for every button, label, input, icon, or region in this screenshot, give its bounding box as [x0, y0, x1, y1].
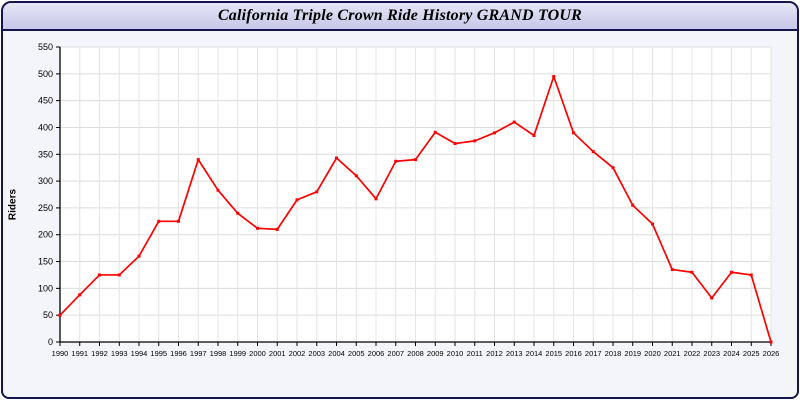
svg-text:2023: 2023: [703, 349, 720, 358]
svg-text:2015: 2015: [545, 349, 562, 358]
svg-text:2014: 2014: [526, 349, 543, 358]
svg-text:1997: 1997: [190, 349, 207, 358]
y-axis-title: Riders: [7, 188, 19, 221]
svg-text:150: 150: [38, 257, 53, 267]
svg-text:2000: 2000: [249, 349, 266, 358]
svg-text:2021: 2021: [664, 349, 681, 358]
svg-text:2024: 2024: [723, 349, 740, 358]
chart-title: California Triple Crown Ride History GRA…: [217, 7, 583, 24]
svg-text:2008: 2008: [407, 349, 424, 358]
svg-text:2006: 2006: [368, 349, 385, 358]
svg-text:250: 250: [38, 203, 53, 213]
svg-text:2025: 2025: [743, 349, 760, 358]
svg-text:200: 200: [38, 230, 53, 240]
svg-text:1993: 1993: [111, 349, 128, 358]
svg-text:400: 400: [38, 122, 53, 132]
svg-text:2019: 2019: [624, 349, 641, 358]
svg-text:1996: 1996: [170, 349, 187, 358]
svg-text:2017: 2017: [585, 349, 602, 358]
svg-text:2022: 2022: [684, 349, 701, 358]
svg-text:0: 0: [48, 337, 53, 347]
chart-area: Riders 0 50 100 150 200 250 300 350 400 450 500 550…: [3, 31, 797, 397]
svg-text:2020: 2020: [644, 349, 661, 358]
svg-text:2012: 2012: [486, 349, 503, 358]
svg-text:550: 550: [38, 42, 53, 52]
svg-text:1991: 1991: [71, 349, 88, 358]
svg-text:1990: 1990: [52, 349, 69, 358]
svg-text:100: 100: [38, 283, 53, 293]
svg-text:2004: 2004: [328, 349, 345, 358]
svg-text:2010: 2010: [447, 349, 464, 358]
svg-text:2011: 2011: [467, 349, 483, 358]
svg-text:2005: 2005: [348, 349, 365, 358]
svg-text:2009: 2009: [427, 349, 444, 358]
svg-text:1994: 1994: [131, 349, 148, 358]
title-bar: California Triple Crown Ride History GRA…: [3, 3, 797, 31]
svg-text:1998: 1998: [210, 349, 227, 358]
svg-text:2007: 2007: [387, 349, 404, 358]
svg-text:1999: 1999: [229, 349, 246, 358]
svg-text:2002: 2002: [289, 349, 306, 358]
svg-text:2013: 2013: [506, 349, 523, 358]
svg-text:350: 350: [38, 149, 53, 159]
svg-text:50: 50: [43, 310, 53, 320]
svg-text:2016: 2016: [565, 349, 582, 358]
svg-text:2001: 2001: [269, 349, 286, 358]
svg-text:500: 500: [38, 69, 53, 79]
svg-text:1995: 1995: [150, 349, 167, 358]
svg-text:2026: 2026: [763, 349, 780, 358]
svg-text:2003: 2003: [308, 349, 325, 358]
svg-text:2018: 2018: [605, 349, 622, 358]
svg-text:1992: 1992: [91, 349, 108, 358]
svg-text:300: 300: [38, 176, 53, 186]
svg-text:450: 450: [38, 96, 53, 106]
